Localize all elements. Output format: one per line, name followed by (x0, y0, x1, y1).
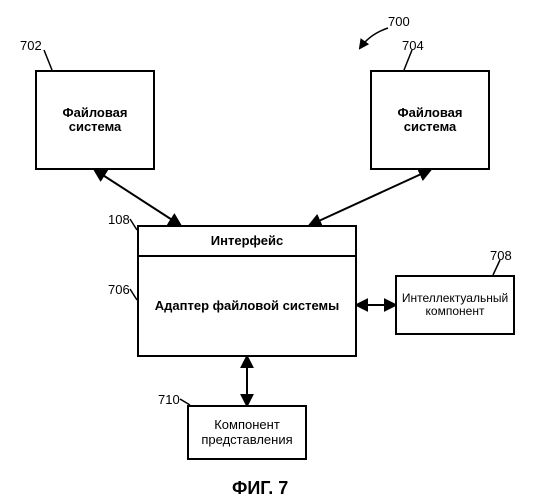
ref-704: 704 (402, 38, 424, 53)
box-fs-right: Файловая система (370, 70, 490, 170)
diagram-stage: Файловая система Файловая система Интерф… (0, 0, 535, 500)
pointer-700-arrow (360, 28, 388, 48)
ref-706: 706 (108, 282, 130, 297)
box-presentation-label: Компонент представления (195, 418, 299, 447)
lead-706 (130, 289, 137, 300)
lead-702 (44, 50, 52, 70)
box-fs-left-label: Файловая система (43, 106, 147, 135)
lead-704 (404, 50, 412, 70)
box-presentation: Компонент представления (187, 405, 307, 460)
box-intel-label: Интеллектуальный компонент (402, 292, 508, 318)
box-fs-left: Файловая система (35, 70, 155, 170)
ref-108: 108 (108, 212, 130, 227)
ref-708: 708 (490, 248, 512, 263)
ref-702: 702 (20, 38, 42, 53)
figure-caption: ФИГ. 7 (232, 478, 288, 499)
box-adapter: Адаптер файловой системы (137, 257, 357, 357)
box-interface-label: Интерфейс (211, 234, 283, 248)
conn-fsright-interface (310, 170, 430, 225)
ref-710: 710 (158, 392, 180, 407)
box-adapter-label: Адаптер файловой системы (155, 299, 339, 313)
box-interface: Интерфейс (137, 225, 357, 257)
pointer-700-label: 700 (388, 14, 410, 29)
box-intel: Интеллектуальный компонент (395, 275, 515, 335)
lead-108 (130, 219, 137, 230)
box-fs-right-label: Файловая система (378, 106, 482, 135)
